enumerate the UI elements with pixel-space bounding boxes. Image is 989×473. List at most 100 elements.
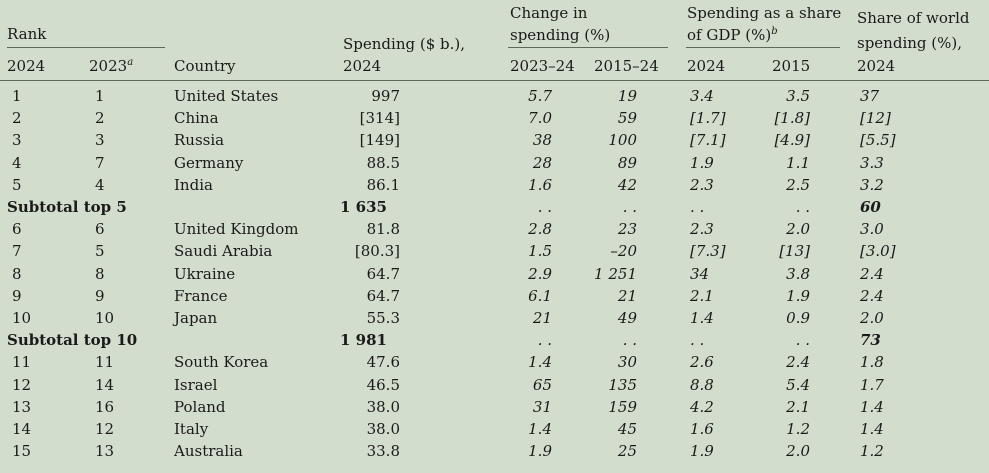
gdp-share-cell: [4.9] <box>774 131 810 150</box>
rank-2024-cell: 8 <box>12 264 22 283</box>
world-share-cell: [3.0] <box>860 242 896 261</box>
rank-2023-cell: 3 <box>95 131 105 150</box>
change-cell: 28 <box>532 153 552 172</box>
rank-2024-cell: 9 <box>12 286 22 305</box>
change-cell: 1.6 <box>528 175 552 194</box>
change-group-rule <box>508 47 668 48</box>
country-cell: Saudi Arabia <box>174 242 273 261</box>
spending-cell: 81.8 <box>366 220 400 239</box>
country-cell: South Korea <box>174 353 269 372</box>
world-share-cell: 3.3 <box>860 153 884 172</box>
gdp-share-cell: 34 <box>690 264 710 283</box>
rank-2024-cell: 10 <box>12 309 32 327</box>
rank-2023-cell: 7 <box>95 153 105 172</box>
world-share-cell: 3.2 <box>860 175 884 194</box>
gdp-share-cell: . . <box>690 331 705 350</box>
rank-2024-cell: 5 <box>12 175 22 194</box>
change-cell: 159 <box>608 397 637 416</box>
change-cell: 49 <box>617 309 637 327</box>
change-cell: . . <box>622 198 637 216</box>
country-cell: Russia <box>174 131 225 150</box>
rank-2023-cell: 6 <box>95 220 105 239</box>
change-cell: –20 <box>610 242 637 261</box>
change-cell: 1.4 <box>528 353 552 372</box>
world-share-cell: 2.4 <box>860 286 884 305</box>
gdp-share-cell: 2.3 <box>690 175 714 194</box>
world-share-cell: 1.8 <box>860 353 884 372</box>
change-2023-24-header: 2023–24 <box>510 57 575 75</box>
change-cell: 1 251 <box>594 264 637 283</box>
gdp-share-header-line2: of GDP (%)b <box>687 26 778 44</box>
change-cell: 38 <box>532 131 552 150</box>
gdp-share-group-rule <box>686 47 840 48</box>
country-cell: Ukraine <box>174 264 236 283</box>
country-header: Country <box>174 57 236 75</box>
spending-cell: 997 <box>371 87 400 105</box>
change-header-line1: Change in <box>510 4 588 22</box>
rank-2023-header: 2023a <box>89 57 134 75</box>
country-cell: Germany <box>174 153 244 172</box>
change-cell: 21 <box>532 309 552 327</box>
change-cell: . . <box>537 198 552 216</box>
spending-cell: 47.6 <box>366 353 400 372</box>
gdp-share-cell: 3.8 <box>786 264 810 283</box>
gdp-share-cell: 1.6 <box>690 420 714 438</box>
spending-header-line1: Spending ($ b.), <box>343 35 465 53</box>
spending-cell: 55.3 <box>366 309 400 327</box>
rank-2024-cell: 12 <box>12 375 32 394</box>
gdp-share-cell: [13] <box>779 242 810 261</box>
spending-cell: 64.7 <box>366 264 400 283</box>
gdp-share-cell: 2.5 <box>786 175 810 194</box>
subtotal-label: Subtotal top 5 <box>7 198 127 216</box>
gdp-share-header-line1: Spending as a share <box>687 4 842 22</box>
spending-cell: 64.7 <box>366 286 400 305</box>
rank-2023-cell: 13 <box>95 442 115 461</box>
country-cell: United Kingdom <box>174 220 299 239</box>
spending-cell: 88.5 <box>366 153 400 172</box>
rank-2024-cell: 2 <box>12 109 22 128</box>
gdp-share-cell: [7.1] <box>690 131 726 150</box>
world-share-cell: 37 <box>860 87 880 105</box>
change-cell: 100 <box>608 131 637 150</box>
country-cell: Japan <box>174 309 218 327</box>
rank-2024-cell: 7 <box>12 242 22 261</box>
world-share-cell: 2.4 <box>860 264 884 283</box>
change-cell: 25 <box>617 442 637 461</box>
change-cell: 23 <box>617 220 637 239</box>
gdp-share-2024-header: 2024 <box>687 57 726 75</box>
gdp-share-cell: 4.2 <box>690 397 714 416</box>
rank-2023-cell: 2 <box>95 109 105 128</box>
gdp-share-cell: [1.7] <box>690 109 726 128</box>
subtotal-label: Subtotal top 10 <box>7 331 138 350</box>
rank-2023-cell: 16 <box>95 397 115 416</box>
change-cell: 2.9 <box>528 264 552 283</box>
gdp-share-2015-header: 2015 <box>772 57 811 75</box>
gdp-share-cell: 1.4 <box>690 309 714 327</box>
spending-cell: [149] <box>359 131 400 150</box>
gdp-share-cell: 1.9 <box>690 153 714 172</box>
world-share-cell: 1.2 <box>860 442 884 461</box>
gdp-share-cell: 5.4 <box>786 375 810 394</box>
world-share-cell: 60 <box>860 198 881 216</box>
world-share-header-line2: spending (%), <box>857 34 962 52</box>
world-share-header-line1: Share of world <box>857 9 970 27</box>
rank-2024-cell: 6 <box>12 220 22 239</box>
country-cell: Poland <box>174 397 226 416</box>
rank-2024-cell: 14 <box>12 420 32 438</box>
rank-2023-cell: 1 <box>95 87 105 105</box>
change-cell: 42 <box>617 175 637 194</box>
change-cell: 135 <box>608 375 637 394</box>
change-cell: 2.8 <box>528 220 552 239</box>
gdp-share-cell: 2.0 <box>786 220 810 239</box>
spending-cell: 38.0 <box>366 420 400 438</box>
rank-2023-cell: 14 <box>95 375 115 394</box>
gdp-share-cell: 1.9 <box>786 286 810 305</box>
change-cell: 1.5 <box>528 242 552 261</box>
change-cell: 1.4 <box>528 420 552 438</box>
gdp-share-cell: 1.2 <box>786 420 810 438</box>
change-cell: 5.7 <box>528 87 552 105</box>
change-cell: 21 <box>617 286 637 305</box>
rank-2023-cell: 4 <box>95 175 105 194</box>
world-share-cell: [12] <box>860 109 891 128</box>
